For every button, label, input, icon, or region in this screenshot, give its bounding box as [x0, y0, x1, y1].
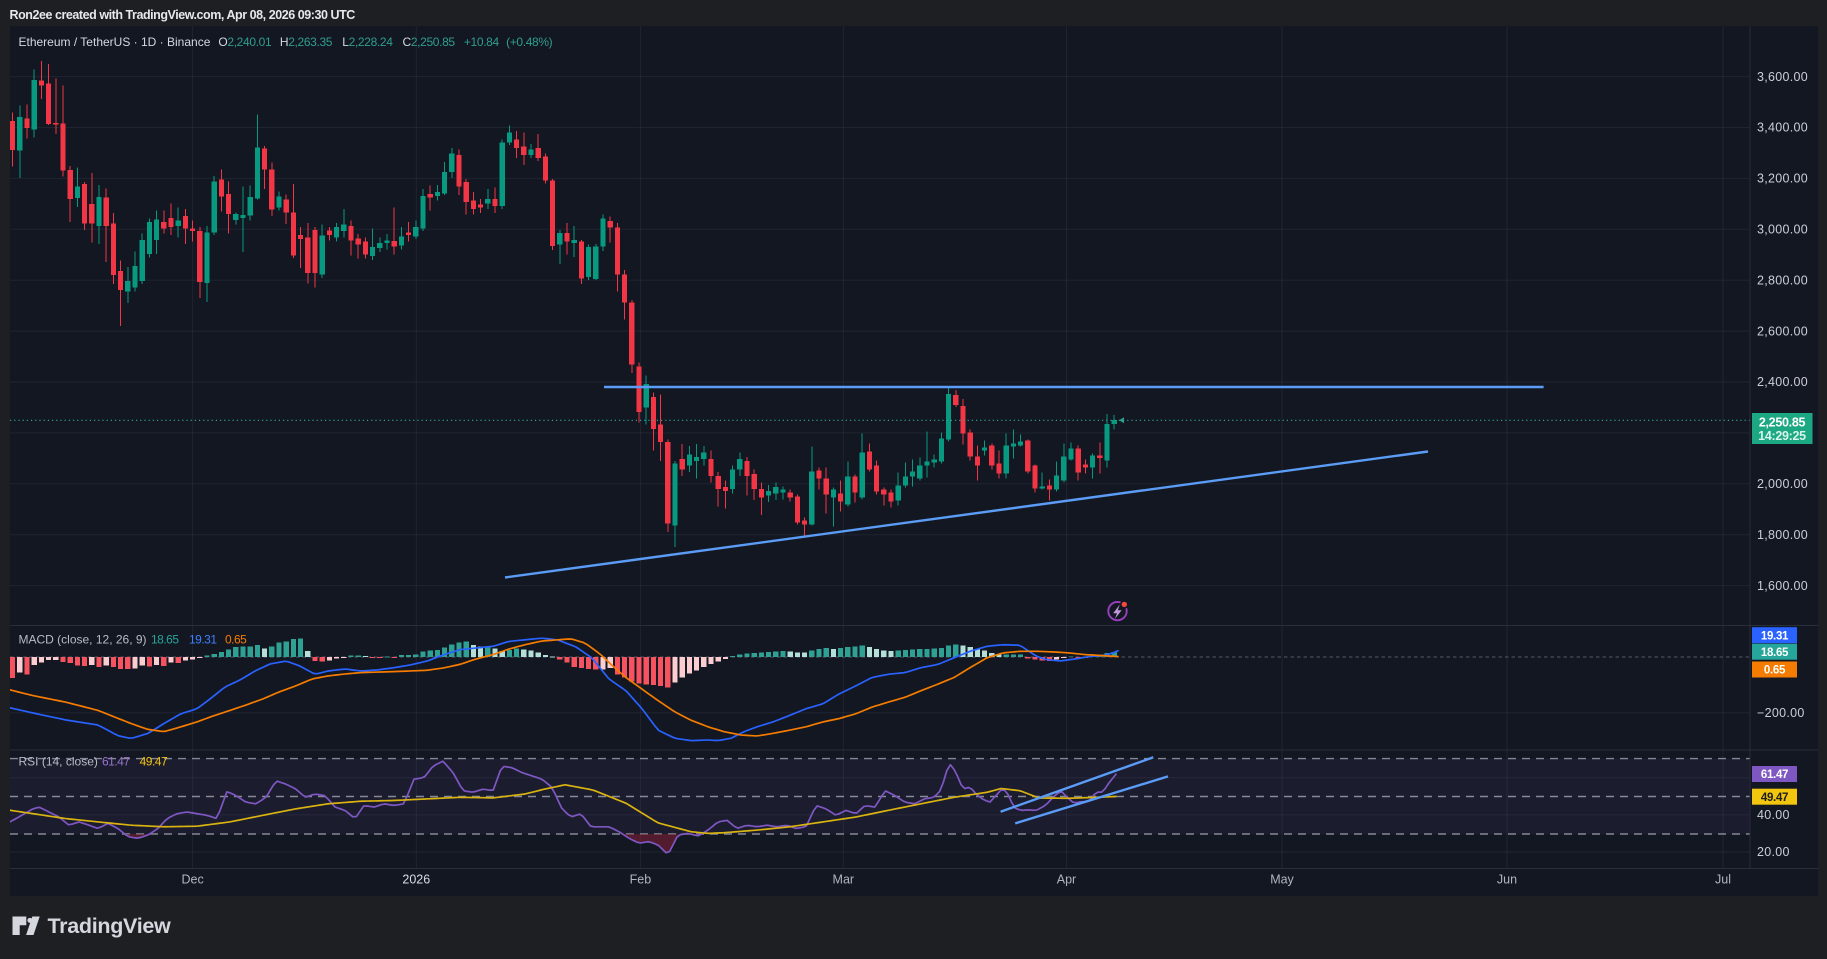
- svg-text:3,200.00: 3,200.00: [1757, 172, 1808, 186]
- svg-text:(+0.48%): (+0.48%): [506, 35, 553, 49]
- svg-text:MACD (close, 12, 26, 9): MACD (close, 12, 26, 9): [19, 633, 147, 647]
- svg-text:Jun: Jun: [1497, 873, 1517, 887]
- svg-text:Ron2ee created with TradingVie: Ron2ee created with TradingView.com, Apr…: [10, 8, 356, 22]
- svg-text:+10.84: +10.84: [464, 35, 500, 49]
- svg-text:Apr: Apr: [1057, 873, 1076, 887]
- svg-text:2,600.00: 2,600.00: [1757, 324, 1808, 338]
- svg-text:O2,240.01: O2,240.01: [218, 35, 272, 49]
- svg-text:19.31: 19.31: [189, 633, 217, 647]
- svg-text:40.00: 40.00: [1757, 808, 1790, 822]
- svg-text:1,600.00: 1,600.00: [1757, 579, 1808, 593]
- svg-text:49.47: 49.47: [140, 755, 168, 769]
- svg-text:2,800.00: 2,800.00: [1757, 273, 1808, 287]
- svg-text:3,400.00: 3,400.00: [1757, 121, 1808, 135]
- svg-text:2,400.00: 2,400.00: [1757, 375, 1808, 389]
- svg-text:18.65: 18.65: [151, 633, 179, 647]
- svg-text:61.47: 61.47: [102, 755, 130, 769]
- svg-text:18.65: 18.65: [1761, 647, 1789, 659]
- svg-text:C2,250.85: C2,250.85: [403, 35, 456, 49]
- svg-text:2,000.00: 2,000.00: [1757, 477, 1808, 491]
- svg-text:May: May: [1270, 873, 1294, 887]
- svg-text:20.00: 20.00: [1757, 845, 1790, 859]
- svg-text:−200.00: −200.00: [1757, 706, 1805, 720]
- svg-text:Jul: Jul: [1715, 873, 1731, 887]
- svg-text:Feb: Feb: [630, 873, 652, 887]
- svg-text:3,000.00: 3,000.00: [1757, 223, 1808, 237]
- svg-text:L2,228.24: L2,228.24: [342, 35, 393, 49]
- svg-text:3,600.00: 3,600.00: [1757, 70, 1808, 84]
- svg-text:0.65: 0.65: [1764, 665, 1786, 677]
- svg-text:1,800.00: 1,800.00: [1757, 528, 1808, 542]
- svg-text:RSI (14, close): RSI (14, close): [19, 755, 98, 769]
- svg-text:Ethereum / TetherUS · 1D · Bin: Ethereum / TetherUS · 1D · Binance: [19, 35, 211, 49]
- svg-text:2026: 2026: [402, 873, 430, 887]
- svg-text:14:29:25: 14:29:25: [1758, 429, 1806, 443]
- svg-text:Mar: Mar: [833, 873, 855, 887]
- svg-text:Dec: Dec: [181, 873, 203, 887]
- svg-text:0.65: 0.65: [225, 633, 247, 647]
- svg-text:19.31: 19.31: [1761, 630, 1789, 642]
- svg-text:61.47: 61.47: [1761, 769, 1788, 781]
- svg-text:H2,263.35: H2,263.35: [280, 35, 333, 49]
- svg-text:2,250.85: 2,250.85: [1759, 416, 1806, 430]
- svg-text:49.47: 49.47: [1761, 792, 1788, 804]
- svg-text:TradingView: TradingView: [48, 914, 172, 938]
